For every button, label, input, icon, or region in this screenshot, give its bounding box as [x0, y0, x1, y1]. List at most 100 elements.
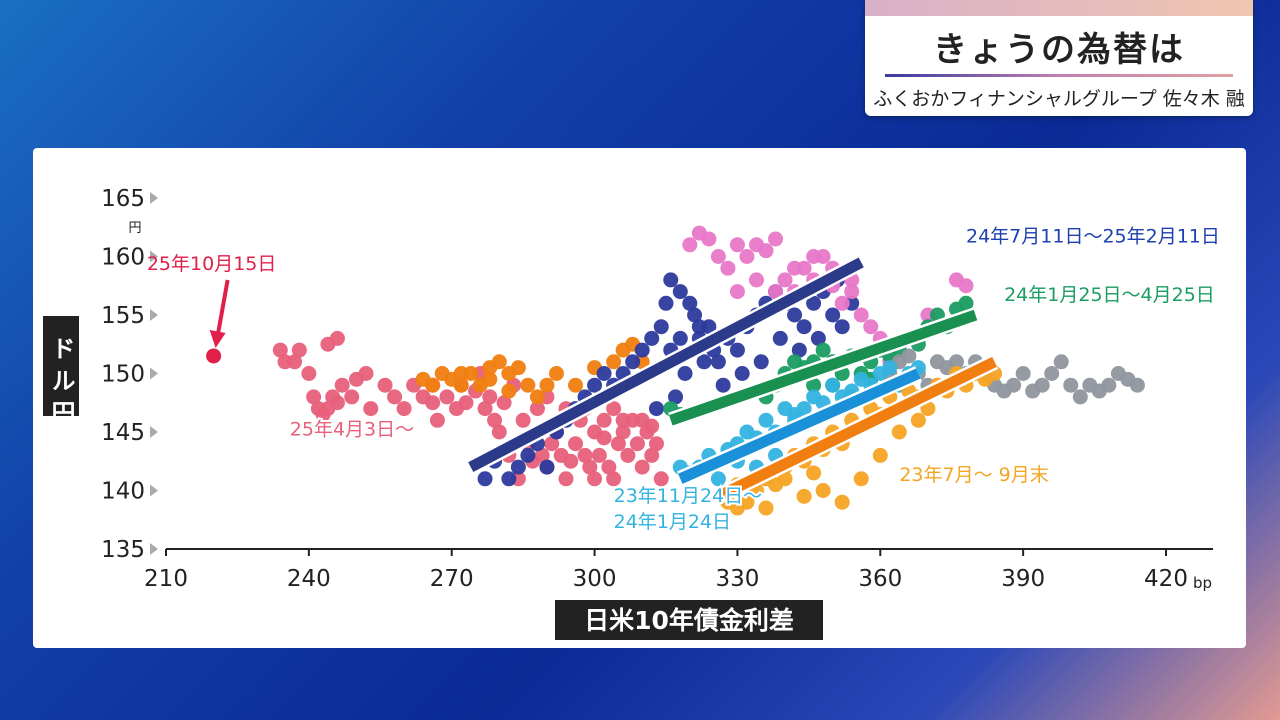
data-point: [615, 412, 631, 428]
data-point: [491, 424, 507, 440]
data-point: [863, 319, 879, 335]
scatter-chart: 210 240 270 300 330 360 390 420 bp 135 140 145 150 15…: [43, 186, 1222, 640]
data-point: [834, 319, 850, 335]
data-point: [496, 395, 512, 411]
data-point: [672, 330, 688, 346]
data-point: [377, 377, 393, 393]
data-point: [634, 342, 650, 358]
data-point: [644, 418, 660, 434]
data-point: [758, 412, 774, 428]
x-axis-label: 日米10年債金利差: [584, 606, 794, 635]
y-tick-arrow: [150, 192, 158, 204]
data-point: [834, 494, 850, 510]
data-point: [596, 412, 612, 428]
data-point: [825, 307, 841, 323]
data-point: [787, 260, 803, 276]
data-point: [1063, 377, 1079, 393]
y-tick-arrow: [150, 484, 158, 497]
y-unit-label: 円: [128, 221, 141, 236]
data-point: [587, 424, 603, 440]
data-point: [682, 295, 698, 311]
x-tick-label: 270: [430, 566, 474, 592]
data-point: [648, 401, 664, 417]
data-point: [1015, 366, 1031, 381]
data-point: [591, 447, 607, 463]
data-point: [510, 459, 526, 475]
data-point: [287, 354, 303, 370]
x-tick-label: 300: [573, 566, 617, 592]
data-point: [539, 459, 555, 475]
data-point: [958, 278, 974, 294]
data-point: [601, 459, 617, 475]
y-tick-label: 135: [101, 537, 145, 563]
data-point: [644, 330, 660, 346]
y-tick-label: 140: [101, 479, 145, 505]
data-point: [634, 459, 650, 475]
data-point: [739, 249, 755, 264]
data-point: [768, 284, 784, 300]
data-point: [463, 366, 479, 381]
x-tick-label: 240: [287, 566, 331, 592]
data-point: [701, 231, 717, 247]
x-tick-label: 360: [858, 566, 902, 592]
data-point: [606, 354, 622, 370]
series-label: 24年1月24日: [614, 511, 731, 533]
data-point: [529, 389, 545, 405]
data-point: [758, 243, 774, 259]
data-point: [777, 272, 793, 288]
y-tick-label: 160: [101, 245, 145, 271]
title-card-accent-bar: [865, 0, 1253, 16]
trend-line: [668, 309, 978, 426]
data-point: [648, 436, 664, 452]
data-point: [958, 295, 974, 311]
data-point: [606, 471, 622, 487]
data-point: [582, 459, 598, 475]
data-point: [758, 500, 774, 516]
highlight-arrow-head: [209, 330, 226, 348]
data-point: [425, 377, 441, 393]
x-tick-label: 330: [715, 566, 759, 592]
data-point: [363, 401, 379, 417]
data-point: [1053, 354, 1069, 370]
data-point: [806, 249, 822, 264]
data-point: [501, 471, 517, 487]
data-point: [577, 447, 593, 463]
data-point: [810, 330, 826, 346]
data-point: [668, 389, 684, 405]
y-axis-label-box: [43, 316, 79, 416]
data-point: [796, 401, 812, 417]
data-point: [1129, 377, 1145, 393]
data-point: [815, 483, 831, 498]
data-point: [753, 354, 769, 370]
data-point: [625, 354, 641, 370]
data-point: [534, 447, 550, 463]
data-point: [606, 401, 622, 417]
data-point: [610, 436, 626, 452]
data-point: [439, 389, 455, 405]
data-point: [672, 284, 688, 300]
y-tick-label: 145: [101, 420, 145, 446]
data-point: [1101, 377, 1117, 393]
data-point: [777, 471, 793, 487]
data-point: [306, 389, 322, 405]
trend-line: [715, 356, 997, 502]
data-point: [687, 307, 703, 323]
series-label: 23年7月〜 9月末: [899, 464, 1048, 486]
data-point: [710, 471, 726, 487]
data-point: [510, 360, 526, 376]
data-point: [429, 412, 445, 428]
data-point: [482, 371, 498, 387]
data-point: [663, 272, 679, 288]
data-point: [748, 272, 764, 288]
data-point: [1034, 377, 1050, 393]
highlight-point: [206, 348, 222, 364]
data-point: [568, 377, 584, 393]
data-point: [791, 342, 807, 358]
trend-line: [468, 257, 864, 472]
series-label: 24年1月25日〜4月25日: [1004, 284, 1215, 306]
highlight-arrow-shaft: [215, 279, 230, 337]
data-point: [853, 307, 869, 323]
data-point: [806, 295, 822, 311]
data-point: [772, 330, 788, 346]
y-tick-arrow: [150, 426, 158, 438]
